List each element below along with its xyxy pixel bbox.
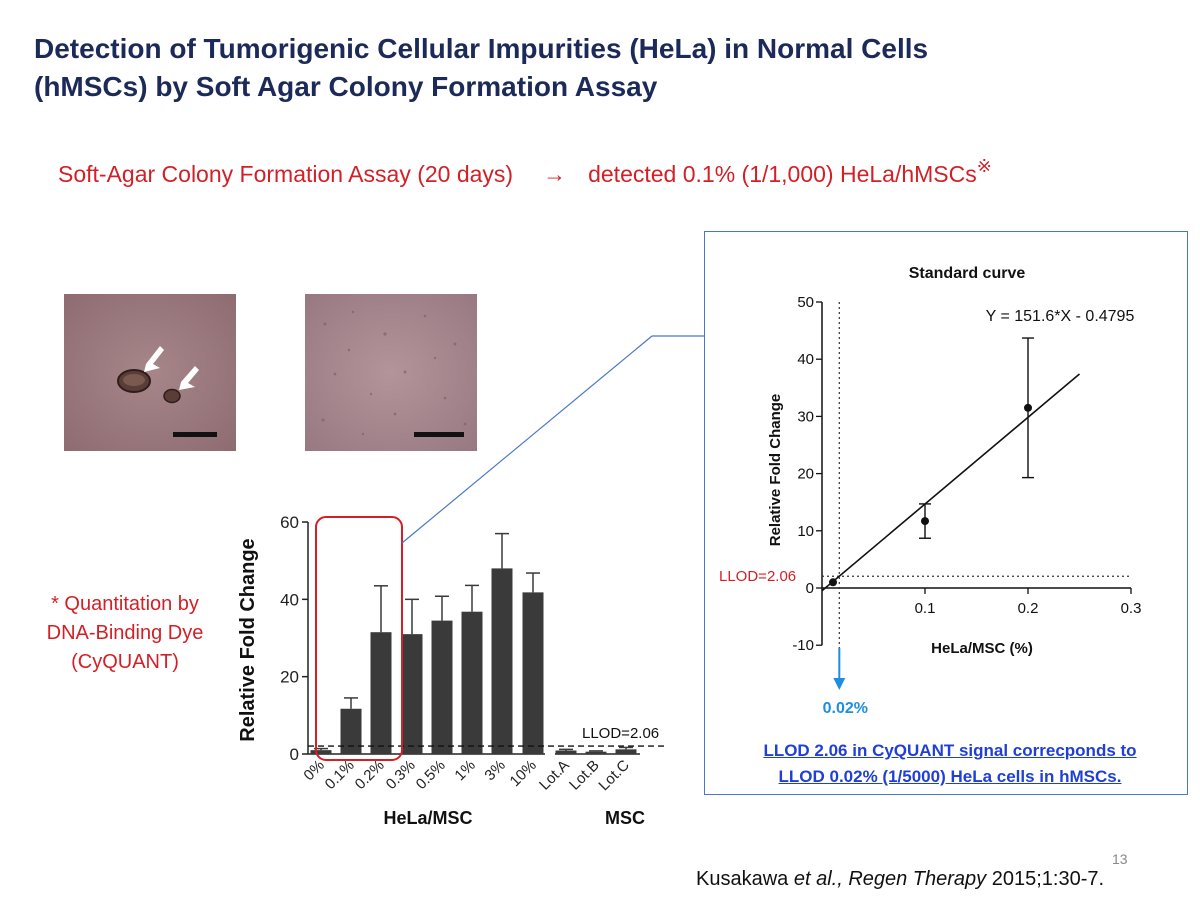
curve-y-axis-label: Relative Fold Change xyxy=(767,394,784,547)
bar-y-tick-label: 60 xyxy=(280,513,299,532)
bar xyxy=(523,592,544,754)
bar-x-tick-label: Lot.B xyxy=(566,757,603,794)
curve-y-tick-label: 30 xyxy=(797,408,814,425)
curve-y-tick-label: -10 xyxy=(792,637,814,654)
citation: Kusakawa et al., Regen Therapy 2015;1:30… xyxy=(696,868,1104,891)
fit-equation: Y = 151.6*X - 0.4795 xyxy=(986,308,1135,325)
bar-group-label: HeLa/MSC xyxy=(383,808,472,828)
bar-x-tick-label: Lot.C xyxy=(595,757,632,794)
bar xyxy=(311,750,332,754)
llod-link-line-1[interactable]: LLOD 2.06 in CyQUANT signal correcponds … xyxy=(722,738,1178,764)
curve-x-tick-label: 0.3 xyxy=(1121,600,1142,617)
bar-y-axis-label: Relative Fold Change xyxy=(237,538,259,741)
curve-y-tick-label: 10 xyxy=(797,523,814,540)
citation-details: 2015;1:30-7. xyxy=(986,868,1104,890)
curve-point xyxy=(829,578,837,586)
bar-group-label: MSC xyxy=(605,808,645,828)
curve-y-tick-label: 20 xyxy=(797,466,814,483)
curve-x-axis-label: HeLa/MSC (%) xyxy=(931,640,1033,657)
bar-x-tick-label: 0.5% xyxy=(413,757,449,793)
bar xyxy=(462,612,483,754)
bar-x-tick-label: 0.2% xyxy=(352,757,388,793)
bar-x-tick-label: 0.3% xyxy=(383,757,419,793)
bar xyxy=(586,752,607,754)
bar xyxy=(432,621,453,754)
llod-label: LLOD=2.06 xyxy=(582,725,659,742)
citation-author: Kusakawa xyxy=(696,868,794,890)
llod-link[interactable]: LLOD 2.06 in CyQUANT signal correcponds … xyxy=(722,738,1178,790)
bar-x-tick-label: 0.1% xyxy=(322,757,358,793)
bar-x-tick-label: 10% xyxy=(507,757,540,790)
bar xyxy=(616,749,637,754)
bar-x-tick-label: 1% xyxy=(451,757,478,784)
bar xyxy=(341,709,362,754)
fit-line xyxy=(822,374,1080,591)
llod-link-line-2[interactable]: LLOD 0.02% (1/5000) HeLa cells in hMSCs. xyxy=(722,764,1178,790)
curve-x-tick-label: 0.1 xyxy=(915,600,936,617)
bar-y-tick-label: 0 xyxy=(290,745,299,764)
bar-x-tick-label: Lot.A xyxy=(536,757,573,794)
llod-curve-label: LLOD=2.06 xyxy=(719,568,796,585)
bar xyxy=(556,751,577,754)
citation-journal: et al., Regen Therapy xyxy=(794,868,986,890)
llod-percent-label: 0.02% xyxy=(823,700,868,717)
curve-y-tick-label: 50 xyxy=(797,294,814,311)
down-arrow-icon xyxy=(833,678,845,690)
curve-y-tick-label: 40 xyxy=(797,351,814,368)
curve-y-tick-label: 0 xyxy=(806,580,814,597)
curve-point xyxy=(1024,404,1032,412)
bar xyxy=(371,632,392,754)
curve-point xyxy=(921,517,929,525)
page-number: 13 xyxy=(1112,851,1128,867)
bar-y-tick-label: 20 xyxy=(280,668,299,687)
curve-x-tick-label: 0.2 xyxy=(1018,600,1039,617)
bar-x-tick-label: 3% xyxy=(481,757,508,784)
bar-y-tick-label: 40 xyxy=(280,590,299,609)
standard-curve-title: Standard curve xyxy=(909,265,1026,282)
connector-line xyxy=(402,336,652,543)
bar xyxy=(492,568,513,754)
bar xyxy=(402,634,423,754)
